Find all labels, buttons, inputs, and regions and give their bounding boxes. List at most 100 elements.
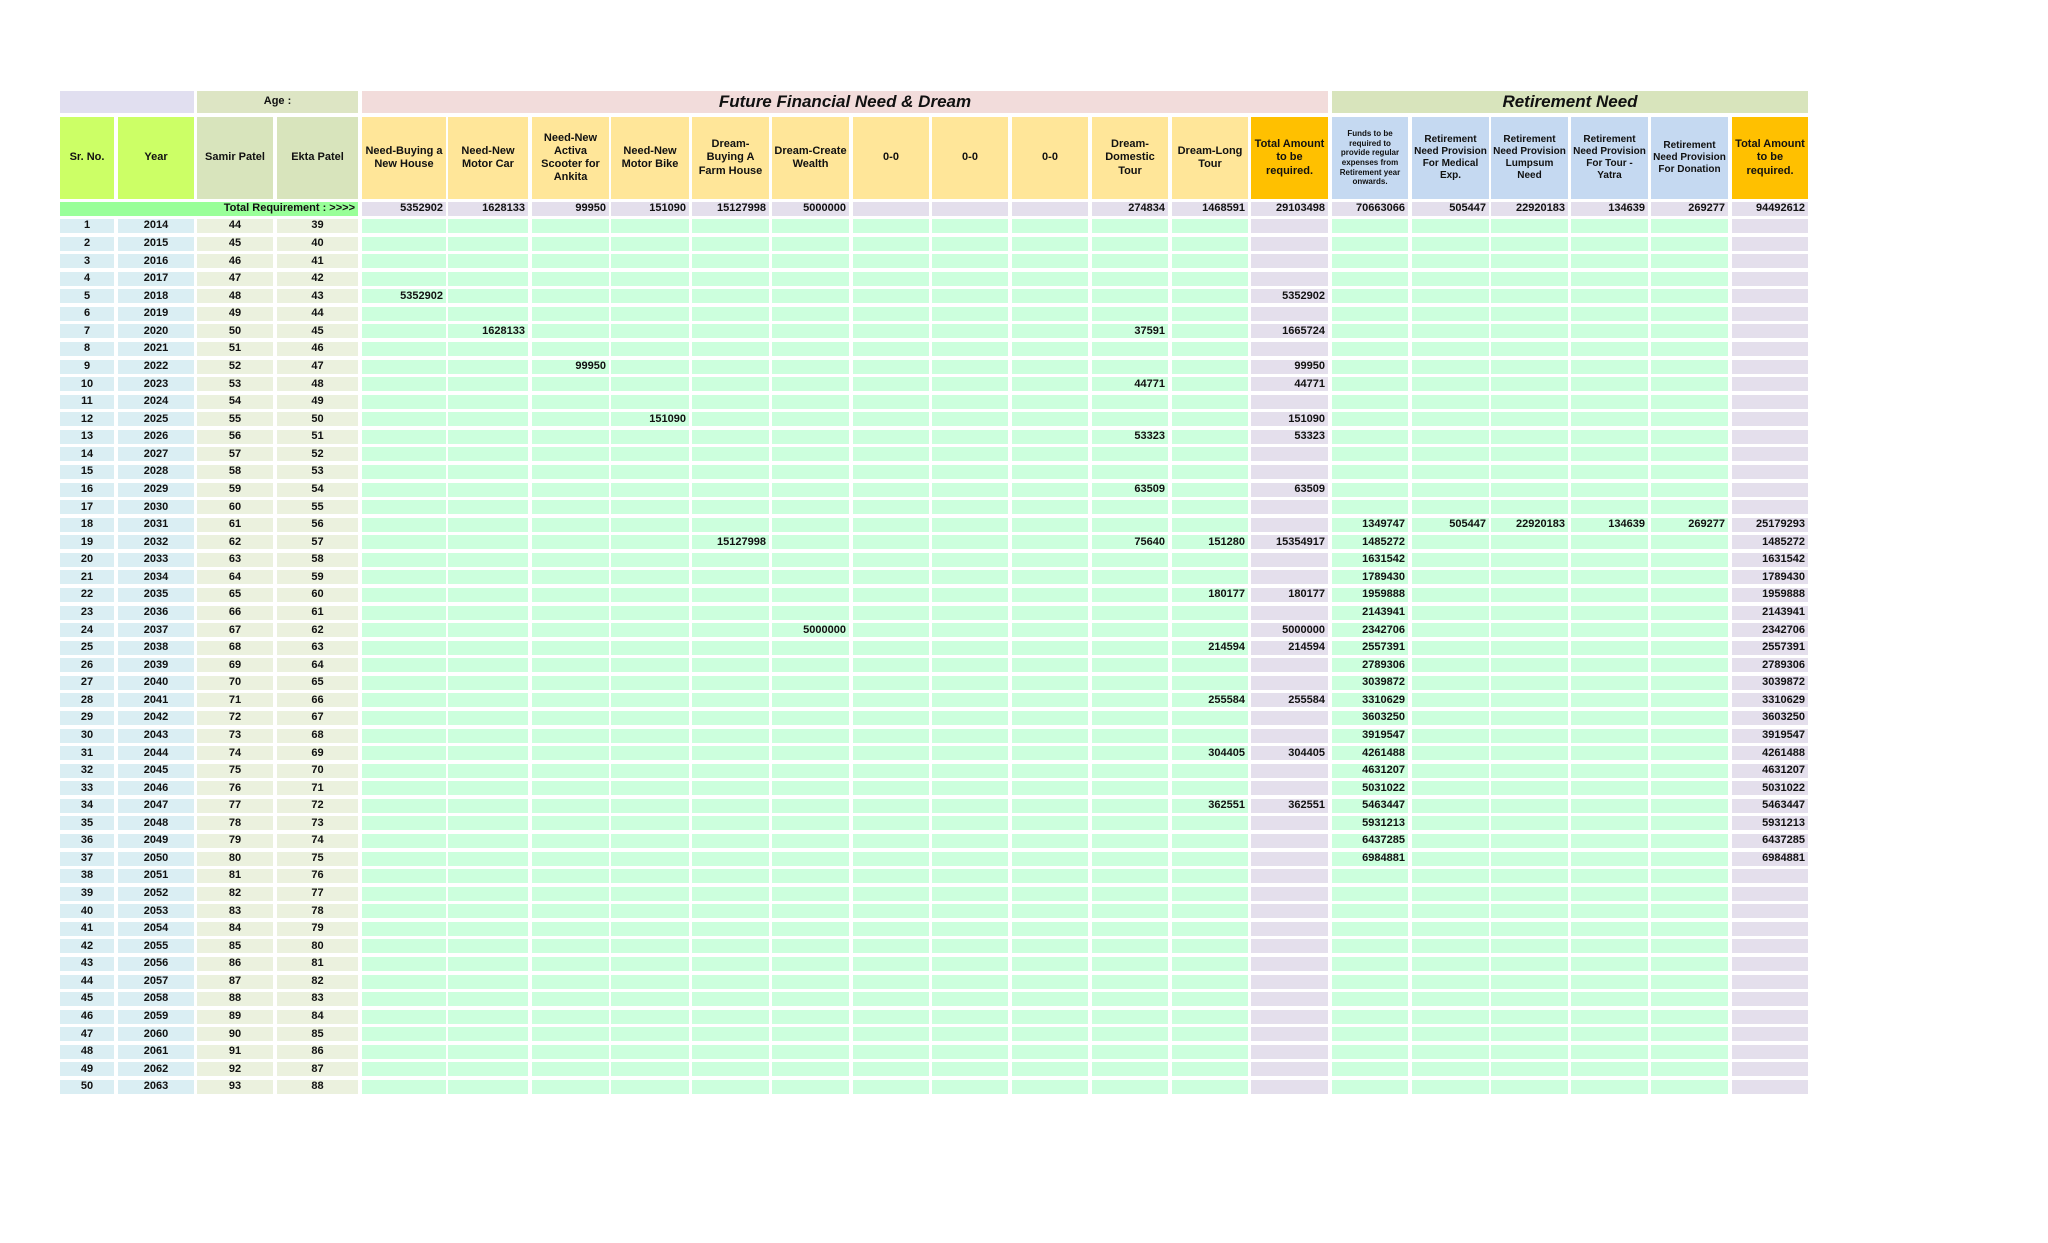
year-cell: 2044: [118, 746, 194, 761]
amount-cell: [532, 535, 609, 550]
amount-cell: [1172, 1079, 1248, 1094]
total-cell: [932, 202, 1008, 216]
age-cell: 65: [277, 675, 358, 690]
amount-cell: 25179293: [1732, 517, 1808, 532]
amount-cell: [1412, 552, 1489, 567]
amount-cell: [1651, 992, 1728, 1007]
amount-cell: [1251, 851, 1328, 866]
amount-cell: [1012, 587, 1088, 602]
amount-cell: [1571, 869, 1648, 884]
amount-cell: [932, 289, 1008, 304]
amount-cell: [1332, 236, 1408, 251]
age-cell: 75: [197, 763, 273, 778]
amount-cell: [362, 992, 446, 1007]
amount-cell: [853, 412, 929, 427]
year-cell: 2022: [118, 359, 194, 374]
amount-cell: [1172, 394, 1248, 409]
amount-cell: [1251, 992, 1328, 1007]
amount-cell: [448, 623, 528, 638]
amount-cell: [611, 1079, 689, 1094]
amount-cell: [772, 1044, 849, 1059]
amount-cell: [1571, 482, 1648, 497]
amount-cell: [611, 1009, 689, 1024]
amount-cell: 99950: [1251, 359, 1328, 374]
amount-cell: [1172, 447, 1248, 462]
amount-cell: [1172, 781, 1248, 796]
sr-cell: 14: [60, 447, 114, 462]
amount-cell: [1732, 254, 1808, 269]
amount-cell: [853, 1079, 929, 1094]
amount-cell: 4631207: [1332, 763, 1408, 778]
amount-cell: [1012, 306, 1088, 321]
column-header: Dream-Domestic Tour: [1092, 117, 1168, 199]
amount-cell: [611, 851, 689, 866]
amount-cell: [362, 728, 446, 743]
year-cell: 2058: [118, 992, 194, 1007]
amount-cell: [1412, 570, 1489, 585]
amount-cell: [1651, 640, 1728, 655]
amount-cell: [1732, 904, 1808, 919]
amount-cell: [448, 763, 528, 778]
amount-cell: [532, 464, 609, 479]
age-cell: 76: [277, 869, 358, 884]
amount-cell: [448, 869, 528, 884]
amount-cell: [1332, 412, 1408, 427]
amount-cell: [1332, 482, 1408, 497]
sr-cell: 16: [60, 482, 114, 497]
amount-cell: [532, 763, 609, 778]
age-cell: 93: [197, 1079, 273, 1094]
amount-cell: [1732, 429, 1808, 444]
amount-cell: [362, 236, 446, 251]
amount-cell: 1631542: [1732, 552, 1808, 567]
year-cell: 2049: [118, 833, 194, 848]
amount-cell: [853, 535, 929, 550]
sr-cell: 23: [60, 605, 114, 620]
amount-cell: 5031022: [1332, 781, 1408, 796]
amount-cell: [772, 236, 849, 251]
amount-cell: [362, 746, 446, 761]
amount-cell: [853, 341, 929, 356]
amount-cell: [1251, 517, 1328, 532]
age-cell: 76: [197, 781, 273, 796]
amount-cell: [1092, 728, 1168, 743]
amount-cell: [611, 464, 689, 479]
amount-cell: [1651, 798, 1728, 813]
amount-cell: [1012, 1009, 1088, 1024]
amount-cell: [772, 816, 849, 831]
sr-cell: 2: [60, 236, 114, 251]
amount-cell: [362, 377, 446, 392]
amount-cell: [692, 798, 769, 813]
amount-cell: [1012, 605, 1088, 620]
year-cell: 2035: [118, 587, 194, 602]
age-cell: 77: [197, 798, 273, 813]
amount-cell: [1172, 517, 1248, 532]
amount-cell: 1349747: [1332, 517, 1408, 532]
amount-cell: [1412, 412, 1489, 427]
age-cell: 75: [277, 851, 358, 866]
amount-cell: [448, 447, 528, 462]
amount-cell: [532, 974, 609, 989]
amount-cell: [1251, 1062, 1328, 1077]
amount-cell: [611, 1027, 689, 1042]
amount-cell: [532, 289, 609, 304]
age-cell: 85: [197, 939, 273, 954]
amount-cell: [611, 974, 689, 989]
amount-cell: [853, 289, 929, 304]
amount-cell: [932, 1079, 1008, 1094]
amount-cell: [853, 605, 929, 620]
amount-cell: [1092, 341, 1168, 356]
amount-cell: [532, 1044, 609, 1059]
year-cell: 2050: [118, 851, 194, 866]
amount-cell: 99950: [532, 359, 609, 374]
amount-cell: [1092, 763, 1168, 778]
amount-cell: [772, 956, 849, 971]
amount-cell: [772, 500, 849, 515]
amount-cell: [853, 1009, 929, 1024]
amount-cell: [611, 306, 689, 321]
year-cell: 2054: [118, 921, 194, 936]
age-cell: 67: [197, 623, 273, 638]
age-cell: 78: [277, 904, 358, 919]
amount-cell: [448, 816, 528, 831]
year-cell: 2032: [118, 535, 194, 550]
sr-cell: 7: [60, 324, 114, 339]
